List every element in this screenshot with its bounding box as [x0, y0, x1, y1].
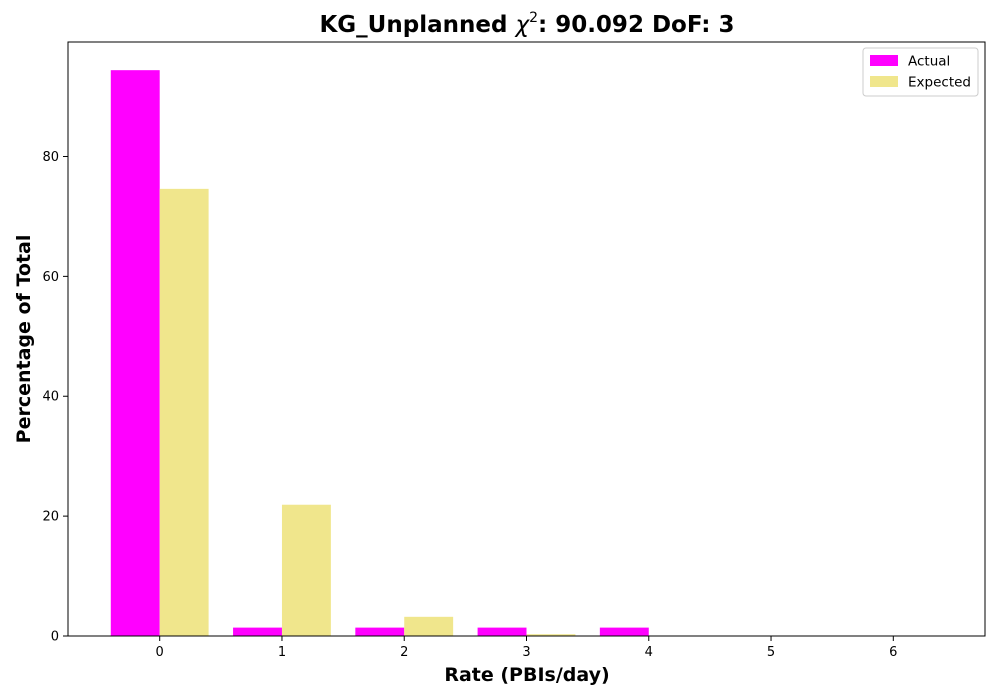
x-tick-label: 3 — [522, 645, 530, 660]
x-tick-label: 4 — [645, 645, 653, 660]
x-axis-ticks: 0 1 2 3 4 5 6 — [156, 636, 897, 660]
legend-swatch-expected — [870, 76, 898, 87]
y-axis-ticks: 0 20 40 60 80 — [42, 150, 68, 645]
chart-title: KG_Unplanned χ2: 90.092 DoF: 3 — [319, 10, 734, 38]
bars-group — [110, 70, 649, 636]
chart-title-prefix: KG_Unplanned — [319, 12, 515, 38]
x-tick-label: 0 — [156, 645, 164, 660]
bar-actual-0 — [110, 70, 160, 636]
bar-expected-3 — [526, 634, 576, 636]
chart-title-superscript: 2 — [529, 10, 538, 26]
legend-label-actual: Actual — [908, 54, 950, 70]
y-tick-label: 0 — [51, 630, 59, 645]
bar-actual-2 — [355, 627, 405, 636]
x-axis-label: Rate (PBIs/day) — [444, 664, 609, 686]
bar-actual-1 — [233, 627, 282, 636]
bar-expected-1 — [281, 504, 331, 636]
legend: Actual Expected — [862, 47, 979, 97]
y-tick-label: 60 — [42, 270, 59, 285]
y-tick-label: 80 — [42, 150, 59, 165]
x-tick-label: 1 — [278, 645, 286, 660]
bar-expected-2 — [404, 616, 454, 636]
x-tick-label: 2 — [400, 645, 408, 660]
y-tick-label: 20 — [42, 510, 59, 525]
bar-actual-4 — [599, 627, 649, 636]
chart-title-suffix: : 90.092 DoF: 3 — [538, 12, 735, 38]
y-axis-label: Percentage of Total — [13, 235, 35, 444]
legend-swatch-actual — [870, 55, 898, 66]
legend-label-expected: Expected — [908, 75, 971, 91]
chart-title-symbol: χ — [513, 12, 530, 38]
y-tick-label: 40 — [42, 390, 59, 405]
bar-actual-3 — [477, 627, 527, 636]
bar-expected-0 — [159, 188, 209, 636]
x-tick-label: 6 — [889, 645, 897, 660]
x-tick-label: 5 — [767, 645, 775, 660]
